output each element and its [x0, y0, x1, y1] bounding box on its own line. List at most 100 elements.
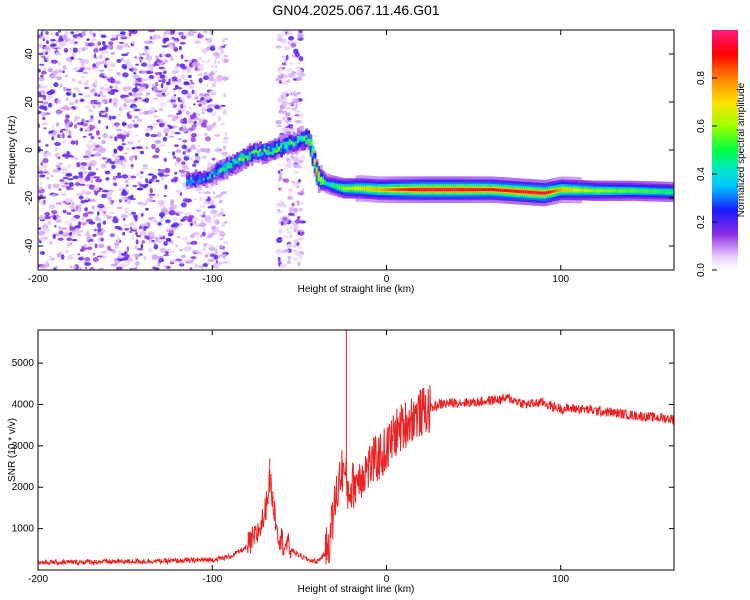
noise-speckle: [285, 54, 289, 61]
noise-speckle: [111, 249, 117, 254]
noise-speckle: [77, 257, 84, 261]
noise-speckle: [69, 226, 74, 232]
noise-speckle: [146, 198, 154, 202]
noise-speckle: [134, 245, 139, 250]
ridge-cell: [196, 174, 200, 180]
noise-speckle: [181, 89, 189, 95]
noise-speckle: [187, 31, 195, 37]
noise-speckle: [191, 89, 195, 95]
noise-speckle: [76, 192, 84, 196]
noise-speckle: [95, 178, 103, 183]
colorbar-gradient: [712, 30, 738, 270]
noise-speckle: [203, 246, 206, 252]
noise-speckle: [74, 99, 80, 104]
noise-speckle: [84, 257, 91, 262]
ridge-cell: [186, 179, 189, 183]
noise-speckle: [190, 259, 194, 264]
noise-speckle: [133, 56, 138, 59]
noise-speckle: [65, 154, 69, 160]
ridge-cell: [198, 174, 202, 180]
figure-title: GN04.2025.067.11.46.G01: [272, 2, 439, 18]
noise-speckle: [88, 153, 92, 158]
noise-speckle: [291, 180, 295, 183]
noise-speckle: [204, 147, 211, 153]
noise-speckle: [99, 90, 103, 96]
noise-speckle: [209, 90, 217, 95]
ridge-cell: [319, 178, 323, 184]
noise-speckle: [145, 133, 150, 137]
ridge-cell: [188, 182, 191, 186]
noise-speckle: [70, 155, 75, 159]
noise-speckle: [183, 259, 191, 262]
noise-speckle: [145, 45, 149, 50]
noise-speckle: [109, 161, 116, 165]
noise-speckle: [218, 199, 223, 204]
ridge-cell: [190, 177, 193, 181]
noise-speckle: [128, 30, 135, 33]
noise-speckle: [88, 133, 93, 136]
ridge-cell: [232, 159, 235, 169]
noise-speckle: [121, 122, 127, 126]
noise-speckle: [89, 266, 95, 270]
noise-speckle: [38, 68, 41, 73]
noise-speckle: [195, 232, 200, 235]
noise-speckle: [132, 227, 138, 230]
snr-frame: [37, 329, 675, 571]
noise-speckle: [101, 59, 107, 65]
noise-speckle: [66, 242, 71, 249]
noise-speckle: [168, 206, 174, 211]
noise-speckle: [114, 225, 122, 230]
noise-speckle: [42, 38, 45, 42]
noise-speckle: [176, 63, 180, 67]
noise-speckle: [151, 83, 155, 89]
noise-speckle: [204, 136, 211, 142]
noise-speckle: [131, 40, 136, 45]
ridge-cell: [313, 160, 317, 169]
ridge-cell: [543, 191, 547, 195]
noise-speckle: [276, 124, 283, 128]
noise-speckle: [92, 63, 97, 68]
noise-speckle: [100, 163, 107, 169]
noise-speckle: [145, 146, 148, 150]
noise-speckle: [211, 225, 217, 231]
noise-speckle: [85, 58, 89, 65]
noise-speckle: [113, 122, 121, 127]
noise-speckle: [106, 206, 110, 209]
snr-x-label: Height of straight line (km): [298, 584, 415, 595]
noise-speckle: [172, 151, 176, 156]
noise-speckle: [222, 145, 227, 151]
noise-speckle: [84, 195, 89, 201]
noise-speckle: [153, 122, 157, 125]
noise-speckle: [214, 248, 218, 254]
noise-speckle: [125, 132, 130, 138]
noise-speckle: [279, 110, 284, 113]
ridge-cell: [391, 188, 394, 192]
ridge-cell: [585, 189, 589, 192]
noise-speckle: [181, 100, 185, 105]
ridge-cell: [443, 188, 446, 192]
noise-speckle: [185, 110, 190, 116]
noise-speckle: [62, 105, 69, 111]
ridge-cell: [319, 177, 323, 181]
x-tick-label: -200: [28, 274, 48, 285]
noise-speckle: [164, 184, 168, 190]
noise-speckle: [176, 236, 181, 239]
noise-speckle: [117, 255, 125, 259]
noise-speckle: [182, 127, 188, 133]
noise-speckle: [158, 80, 162, 82]
ridge-cell: [457, 188, 461, 192]
noise-speckle: [82, 212, 89, 217]
noise-speckle: [297, 261, 301, 267]
noise-speckle: [40, 89, 43, 92]
noise-speckle: [61, 167, 68, 172]
noise-speckle: [203, 132, 208, 137]
noise-speckle: [73, 115, 80, 121]
ridge-cell: [370, 187, 373, 191]
noise-speckle: [76, 36, 82, 40]
noise-speckle: [76, 234, 82, 237]
noise-speckle: [101, 140, 106, 145]
noise-speckle: [99, 72, 105, 76]
noise-speckle: [88, 166, 92, 171]
noise-speckle: [181, 236, 189, 241]
